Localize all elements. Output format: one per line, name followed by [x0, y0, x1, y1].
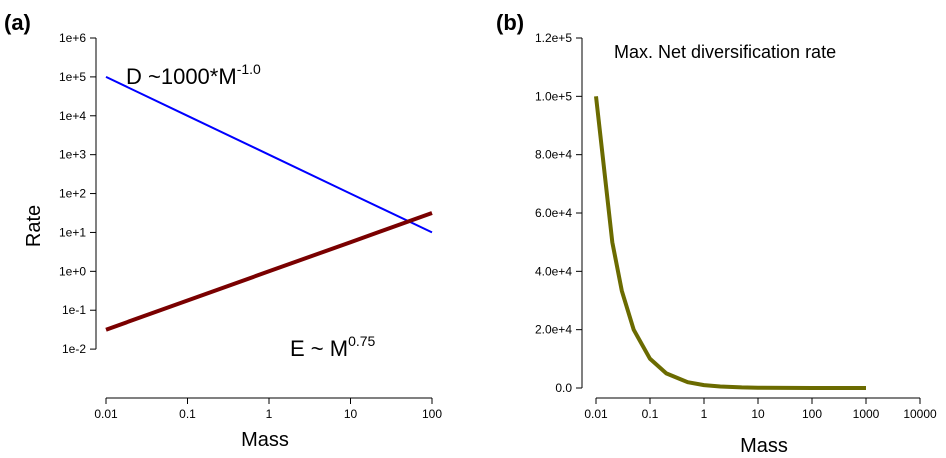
panel-b-x-tick-label: 0.1	[642, 407, 659, 421]
series-d-line	[105, 75, 433, 234]
annotation-e: E ~ M0.75	[290, 333, 376, 361]
panel-a-x-axis-label: Mass	[241, 429, 289, 451]
panel-b-x-tick-label: 100	[802, 407, 822, 421]
panel-b-x-ticks: 0.01 0.1 1 10 100 1000 10000	[584, 398, 937, 421]
panel-b-lines	[594, 96, 866, 390]
panel-b-y-tick-label: 1.0e+5	[535, 89, 572, 103]
panel-a-x-tick-label: 1	[266, 407, 273, 421]
panel-a-y-tick-label: 1e+5	[59, 70, 86, 84]
panel-a-y-tick-label: 1e+4	[59, 109, 86, 123]
panel-a-y-tick-label: 1e+0	[59, 264, 86, 278]
panel-b-x-tick-label: 0.01	[584, 407, 608, 421]
panel-b-x-tick-label: 1000	[853, 407, 880, 421]
panel-b-y-tick-label: 0.0	[555, 381, 572, 395]
annotation-d: D ~1000*M-1.0	[126, 61, 261, 89]
panel-b-chart: 0.02.0e+44.0e+46.0e+48.0e+41.0e+51.2e+5 …	[535, 31, 937, 457]
panel-b-x-axis-label: Mass	[740, 435, 788, 457]
panel-b-x-tick-label: 1	[701, 407, 708, 421]
series-net-diversification-line	[594, 96, 866, 390]
panel-b-title: Max. Net diversification rate	[614, 42, 836, 62]
panel-b-y-tick-label: 1.2e+5	[535, 31, 572, 45]
panel-b-y-tick-label: 6.0e+4	[535, 206, 572, 220]
panel-a-lines	[105, 75, 433, 332]
panel-b-y-tick-label: 8.0e+4	[535, 148, 572, 162]
panel-a-y-axis-label: Rate	[23, 205, 45, 247]
panel-b-x-tick-label: 10000	[903, 407, 937, 421]
panel-b-y-ticks: 0.0 2.0e+4 4.0e+4 6.0e+4 8.0e+4 1.0e+5 1.2e+5	[535, 31, 582, 395]
panel-a-x-tick-label: 10	[344, 407, 358, 421]
panel-a-y-tick-label: 1e+3	[59, 148, 86, 162]
panel-a-y-tick-label: 1e-1	[62, 303, 86, 317]
panel-a-label: (a)	[4, 10, 31, 35]
panel-b-label: (b)	[496, 10, 524, 35]
panel-a-x-ticks: 0.01 0.1 1 10 100	[94, 398, 442, 421]
series-e-line	[105, 211, 433, 332]
panel-a-x-tick-label: 0.01	[94, 407, 118, 421]
panel-a-y-ticks: 1e-2 1e-1 1e+0 1e+1 1e+2 1e+3 1e+4 1e+5 1e+6	[59, 31, 96, 356]
panel-a-chart: 1e-2 1e-1 1e+0 1e+1 1e+2 1e+3 1e+4 1e+5 1e+6 0.0…	[23, 31, 442, 451]
panel-a-axes	[95, 38, 432, 399]
panel-b-x-tick-label: 10	[751, 407, 765, 421]
panel-a-y-tick-label: 1e-2	[62, 342, 86, 356]
panel-b-y-tick-label: 2.0e+4	[535, 323, 572, 337]
panel-a-y-tick-label: 1e+2	[59, 187, 86, 201]
panel-a-y-tick-label: 1e+6	[59, 31, 86, 45]
panel-a-x-tick-label: 0.1	[179, 407, 196, 421]
panel-b-axes	[581, 38, 920, 399]
panel-a-y-tick-label: 1e+1	[59, 225, 86, 239]
panel-b-y-tick-label: 4.0e+4	[535, 264, 572, 278]
panel-a-x-tick-label: 100	[422, 407, 442, 421]
